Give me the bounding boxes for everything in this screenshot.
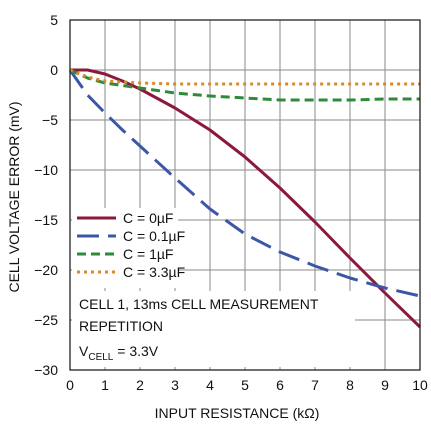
y-tick-labels: 5 0 −5 −10 −15 −20 −25 −30	[34, 12, 58, 378]
legend-label: C = 0.1µF	[123, 228, 185, 244]
annotation-line-3: VCELL = 3.3V	[79, 343, 159, 363]
legend-background	[72, 208, 178, 288]
legend-label: C = 0µF	[123, 210, 173, 226]
x-tick-label: 7	[311, 377, 319, 393]
annotation-background	[72, 291, 355, 367]
x-tick-label: 1	[101, 377, 109, 393]
y-tick-label: −20	[34, 262, 58, 278]
legend-label: C = 1µF	[123, 246, 173, 262]
annotation-v: V	[79, 343, 89, 359]
series-line	[68, 69, 421, 298]
x-tick-label: 3	[171, 377, 179, 393]
series-line	[70, 68, 422, 329]
y-tick-label: −5	[42, 112, 58, 128]
x-tick-labels: 0 1 2 3 4 5 6 7 8 9 10	[66, 377, 428, 393]
annotation-sub: CELL	[88, 352, 113, 363]
annotation: CELL 1, 13ms CELL MEASUREMENT REPETITION…	[79, 296, 319, 363]
x-tick-label: 8	[346, 377, 354, 393]
x-tick-label: 5	[241, 377, 249, 393]
y-tick-label: −25	[34, 312, 58, 328]
x-tick-label: 10	[412, 377, 428, 393]
x-tick-label: 0	[66, 377, 74, 393]
annotation-line-2: REPETITION	[79, 318, 163, 334]
annotation-value: = 3.3V	[113, 343, 158, 359]
x-axis-label: INPUT RESISTANCE (kΩ)	[155, 405, 320, 421]
x-tick-label: 6	[276, 377, 284, 393]
annotation-line-1: CELL 1, 13ms CELL MEASUREMENT	[79, 296, 319, 312]
y-tick-label: 0	[50, 62, 58, 78]
y-tick-label: −10	[34, 162, 58, 178]
x-tick-label: 2	[136, 377, 144, 393]
series-group	[68, 68, 422, 329]
x-tick-label: 4	[206, 377, 214, 393]
legend: C = 0µF C = 0.1µF C = 1µF C = 3.3µF	[72, 208, 185, 288]
y-axis-label: CELL VOLTAGE ERROR (mV)	[6, 101, 22, 292]
y-tick-label: 5	[50, 12, 58, 28]
x-tick-label: 9	[381, 377, 389, 393]
plot-frame	[69, 19, 421, 371]
series-line	[69, 68, 420, 86]
series-line	[69, 68, 420, 102]
y-tick-label: −15	[34, 212, 58, 228]
y-tick-label: −30	[34, 362, 58, 378]
legend-label: C = 3.3µF	[123, 264, 185, 280]
